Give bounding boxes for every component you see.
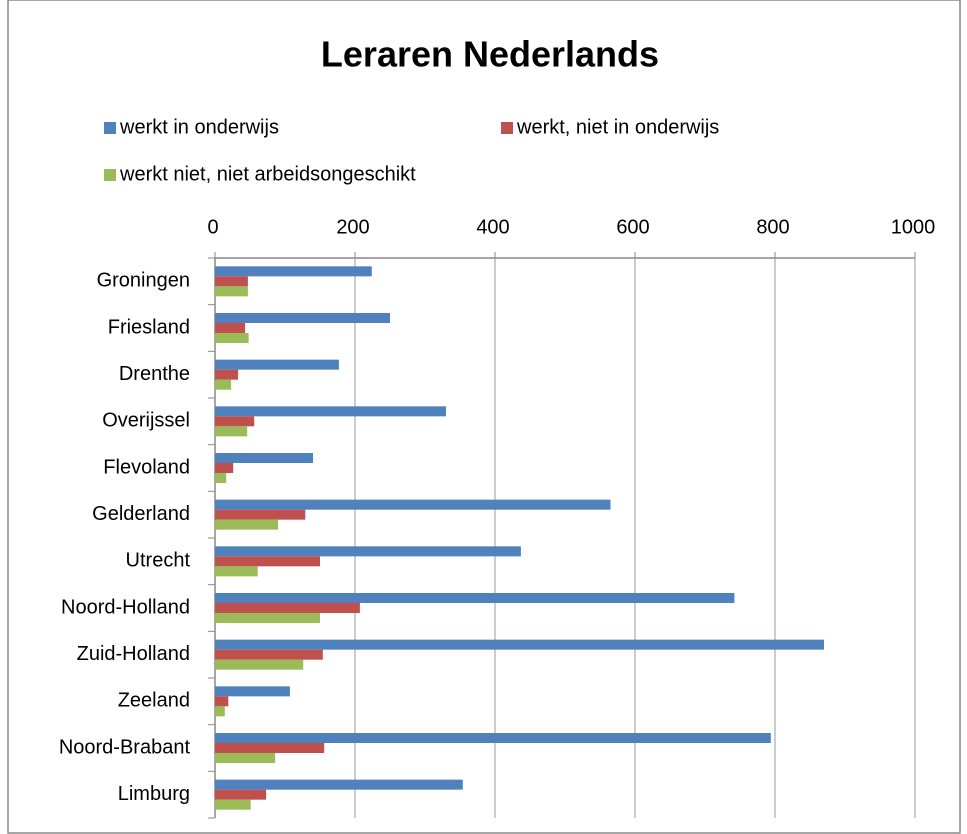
legend-swatch [501, 122, 513, 134]
bar [215, 369, 239, 380]
y-tick-label: Limburg [118, 783, 190, 805]
bar [215, 779, 463, 790]
bar [215, 426, 248, 437]
bar [215, 509, 306, 520]
bar [215, 546, 521, 557]
x-tick-label: 800 [756, 216, 789, 238]
legend-label: werkt niet, niet arbeidsongeschikt [119, 163, 416, 185]
bar [215, 519, 278, 530]
legend-swatch [104, 122, 116, 134]
bar [215, 753, 276, 763]
y-tick-label: Groningen [97, 270, 190, 292]
y-tick-label: Overijssel [102, 410, 190, 432]
bar [215, 286, 248, 297]
bar [215, 659, 304, 670]
x-tick-label: 400 [476, 216, 509, 238]
legend-label: werkt in onderwijs [119, 116, 279, 138]
chart-frame [7, 0, 961, 834]
bar [215, 686, 290, 697]
bar [215, 799, 251, 810]
bar [215, 789, 267, 800]
y-tick-label: Noord-Brabant [59, 736, 191, 758]
bar [215, 499, 611, 510]
bar [215, 463, 234, 473]
bar [215, 313, 390, 323]
bar [215, 323, 246, 333]
y-tick-label: Zuid-Holland [77, 643, 190, 665]
bar [215, 379, 232, 390]
y-tick-label: Friesland [108, 316, 190, 338]
y-tick-label: Gelderland [92, 503, 190, 525]
bar [215, 706, 225, 717]
x-tick-label: 1000 [891, 216, 936, 238]
bar [215, 603, 360, 613]
bar [215, 453, 313, 463]
bar [215, 276, 248, 287]
bar [215, 593, 735, 603]
bar [215, 639, 824, 650]
bar [215, 566, 258, 577]
bar [215, 613, 320, 623]
bar [215, 266, 372, 277]
y-tick-label: Flevoland [103, 456, 190, 478]
bar [215, 696, 229, 707]
bar [215, 333, 249, 343]
y-tick-label: Zeeland [118, 690, 190, 712]
chart-title: Leraren Nederlands [321, 34, 659, 75]
x-tick-label: 200 [336, 216, 369, 238]
y-tick-label: Noord-Holland [61, 596, 190, 618]
legend-swatch [104, 169, 116, 181]
bar [215, 406, 446, 417]
bar [215, 649, 323, 660]
y-tick-label: Drenthe [119, 363, 190, 385]
bar [215, 359, 339, 370]
bar [215, 733, 771, 743]
bar [215, 743, 325, 753]
y-tick-label: Utrecht [126, 550, 191, 572]
x-tick-label: 0 [207, 216, 218, 238]
bar [215, 473, 227, 483]
bar [215, 556, 320, 567]
bar [215, 416, 255, 427]
x-tick-label: 600 [616, 216, 649, 238]
legend-label: werkt, niet in onderwijs [516, 116, 719, 138]
